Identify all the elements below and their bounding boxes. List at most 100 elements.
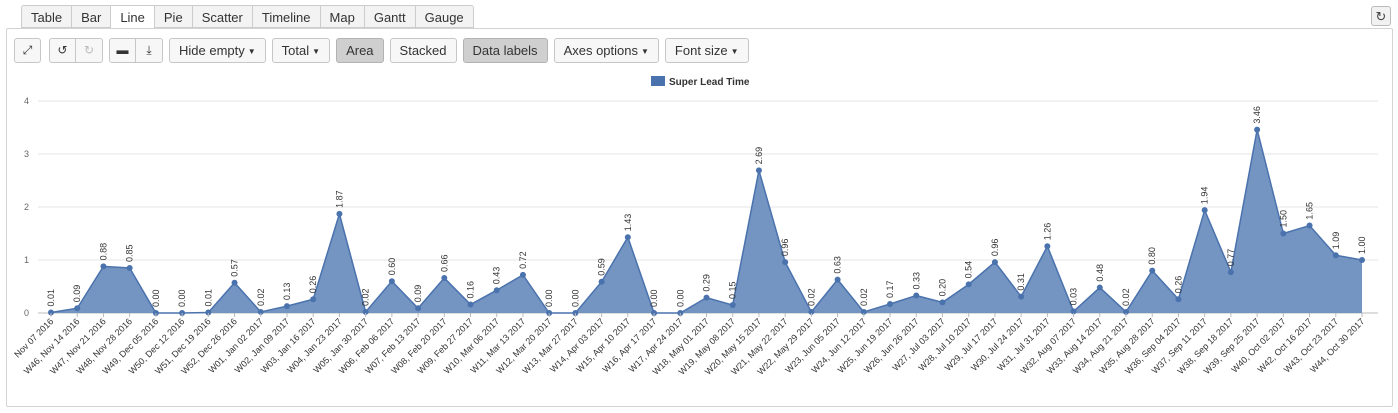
data-point[interactable] [362,308,369,315]
data-label: 0.96 [990,239,1000,257]
data-point[interactable] [1070,308,1077,315]
data-point[interactable] [1306,222,1313,229]
data-label: 0.57 [230,259,240,277]
data-point[interactable] [100,263,107,270]
tab-scatter[interactable]: Scatter [191,5,252,28]
legend[interactable]: Super Lead Time [651,76,750,88]
fullscreen-button[interactable]: ⤢ [14,38,41,63]
tab-bar[interactable]: Bar [71,5,111,28]
data-point[interactable] [257,308,264,315]
data-label: 0.02 [256,288,266,306]
data-point[interactable] [782,259,789,266]
data-point[interactable] [441,275,448,282]
data-point[interactable] [913,292,920,299]
data-point[interactable] [283,303,290,310]
data-point[interactable] [1018,293,1025,300]
tab-timeline[interactable]: Timeline [251,5,320,28]
download-icon: ⤓ [146,43,152,57]
tab-pie[interactable]: Pie [153,5,192,28]
data-point[interactable] [415,305,422,312]
export-group: ▬ ⤓ [109,38,163,63]
data-point[interactable] [310,296,317,303]
data-point[interactable] [1096,284,1103,291]
data-point[interactable] [1359,257,1365,263]
font-size-label: Font size [674,43,728,58]
data-point[interactable] [624,234,631,241]
series-area [51,129,1362,313]
total-dropdown[interactable]: Total ▼ [271,38,331,63]
data-point[interactable] [1123,308,1130,315]
data-label: 0.88 [98,243,108,261]
comment-button[interactable]: ▬ [109,38,136,63]
font-size-dropdown[interactable]: Font size ▼ [664,38,749,63]
area-toggle[interactable]: Area [336,38,384,63]
tab-map[interactable]: Map [319,5,364,28]
data-point[interactable] [388,278,395,285]
data-label: 0.85 [125,244,135,262]
data-point[interactable] [48,309,54,316]
data-point[interactable] [519,271,526,278]
data-point[interactable] [991,259,998,266]
hide-empty-dropdown[interactable]: Hide empty ▼ [169,38,266,63]
data-point[interactable] [1201,207,1208,214]
data-label: 0.17 [885,280,895,298]
data-point[interactable] [231,279,238,286]
data-label: 0.72 [518,251,528,269]
data-labels-toggle[interactable]: Data labels [462,38,548,63]
data-label: 0.63 [833,256,843,274]
expand-icon: ⤢ [22,43,33,57]
data-point[interactable] [703,294,710,301]
data-point[interactable] [1280,230,1287,237]
data-label: 0.02 [1121,288,1131,306]
data-label: 0.00 [649,289,659,307]
data-point[interactable] [493,287,500,294]
redo-button[interactable]: ↻ [76,38,103,63]
data-label: 1.65 [1305,202,1315,220]
data-point[interactable] [1332,252,1339,259]
data-point[interactable] [1175,296,1182,303]
data-point[interactable] [1227,269,1234,276]
redo-icon: ↻ [83,43,95,57]
data-label: 1.50 [1278,210,1288,228]
data-point[interactable] [1149,267,1156,274]
undo-button[interactable]: ↺ [49,38,76,63]
chart-type-tabs: Table Bar Line Pie Scatter Timeline Map … [21,5,474,30]
data-point[interactable] [887,300,894,307]
data-point[interactable] [126,264,133,271]
stacked-toggle[interactable]: Stacked [389,38,457,63]
download-button[interactable]: ⤓ [136,38,163,63]
data-point[interactable] [965,281,972,288]
total-label: Total [281,43,310,58]
data-point[interactable] [939,299,946,306]
data-point[interactable] [74,305,81,312]
data-point[interactable] [834,276,841,283]
chevron-down-icon: ▼ [730,47,739,57]
area-label: Area [346,43,374,58]
data-point[interactable] [1254,126,1261,133]
data-point[interactable] [205,309,212,316]
data-point[interactable] [808,308,815,315]
data-label: 0.03 [1069,288,1079,306]
data-point[interactable] [1044,243,1051,250]
data-label: 0.77 [1226,249,1236,267]
refresh-button[interactable]: ↻ [1371,6,1391,26]
data-point[interactable] [467,301,474,308]
tab-table[interactable]: Table [21,5,72,28]
tab-gantt[interactable]: Gantt [363,5,415,28]
data-label: 0.96 [780,239,790,257]
data-point[interactable] [336,210,343,217]
tab-line[interactable]: Line [110,5,154,30]
axes-options-dropdown[interactable]: Axes options ▼ [553,38,659,63]
y-tick-label: 0 [24,308,29,318]
data-label: 0.26 [1173,276,1183,294]
data-label: 0.02 [361,288,371,306]
tab-gauge[interactable]: Gauge [414,5,474,28]
data-point[interactable] [598,278,605,285]
data-point[interactable] [860,308,867,315]
data-point[interactable] [729,302,736,309]
series-points [48,126,1365,316]
data-point[interactable] [755,167,762,174]
data-label: 0.01 [203,289,213,307]
data-label: 1.94 [1200,187,1210,205]
